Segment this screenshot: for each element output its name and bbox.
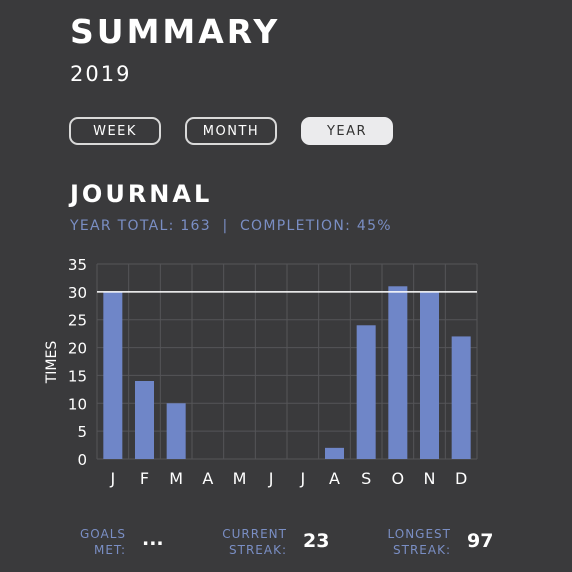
x-tick-label: M (233, 469, 247, 488)
y-tick-label: 30 (68, 284, 87, 302)
current-streak-label-line2: STREAK: (229, 543, 287, 557)
x-tick-label: D (455, 469, 467, 488)
bar (451, 336, 471, 459)
current-streak-label: CURRENT STREAK: (210, 526, 287, 558)
longest-streak-value: 97 (467, 530, 494, 552)
x-tick-label: A (202, 469, 213, 488)
y-tick-label: 25 (68, 312, 87, 330)
goals-met-label-line1: GOALS (79, 527, 126, 541)
year-label: 2019 (70, 62, 132, 86)
x-tick-label: S (361, 469, 371, 488)
goals-met-value: ... (142, 528, 164, 550)
x-tick-label: A (329, 469, 340, 488)
section-stats: YEAR TOTAL: 163 | COMPLETION: 45% (70, 218, 392, 234)
current-streak-value: 23 (303, 530, 330, 552)
bar (135, 381, 154, 459)
bar (325, 447, 344, 459)
section-title: JOURNAL (70, 180, 213, 208)
x-tick-label: F (140, 469, 149, 488)
y-tick-label: 5 (77, 423, 87, 441)
y-tick-label: 35 (68, 256, 87, 274)
x-tick-label: M (169, 469, 183, 488)
tab-week[interactable]: WEEK (69, 117, 161, 145)
x-tick-label: J (268, 469, 274, 488)
longest-streak-label-line2: STREAK: (393, 543, 451, 557)
bar (420, 291, 439, 459)
goals-met-label: GOALS MET: (60, 526, 126, 558)
bar (356, 325, 376, 459)
longest-streak-label: LONGEST STREAK: (372, 526, 451, 558)
y-tick-label: 0 (77, 451, 87, 469)
x-tick-label: J (299, 469, 305, 488)
y-tick-label: 20 (68, 340, 87, 358)
y-tick-label: 15 (68, 367, 87, 385)
x-tick-label: J (109, 469, 115, 488)
bar (166, 403, 186, 459)
x-tick-label: O (392, 469, 405, 488)
tab-month[interactable]: MONTH (185, 117, 277, 145)
bar (388, 286, 408, 459)
y-tick-label: 10 (68, 395, 87, 413)
y-axis-label: TIMES (44, 341, 60, 385)
current-streak-label-line1: CURRENT (222, 527, 287, 541)
goals-met-label-line2: MET: (94, 543, 126, 557)
longest-streak-label-line1: LONGEST (387, 527, 451, 541)
page-title: SUMMARY (70, 12, 281, 51)
x-tick-label: N (424, 469, 436, 488)
bar (103, 291, 123, 459)
tab-year[interactable]: YEAR (301, 117, 393, 145)
